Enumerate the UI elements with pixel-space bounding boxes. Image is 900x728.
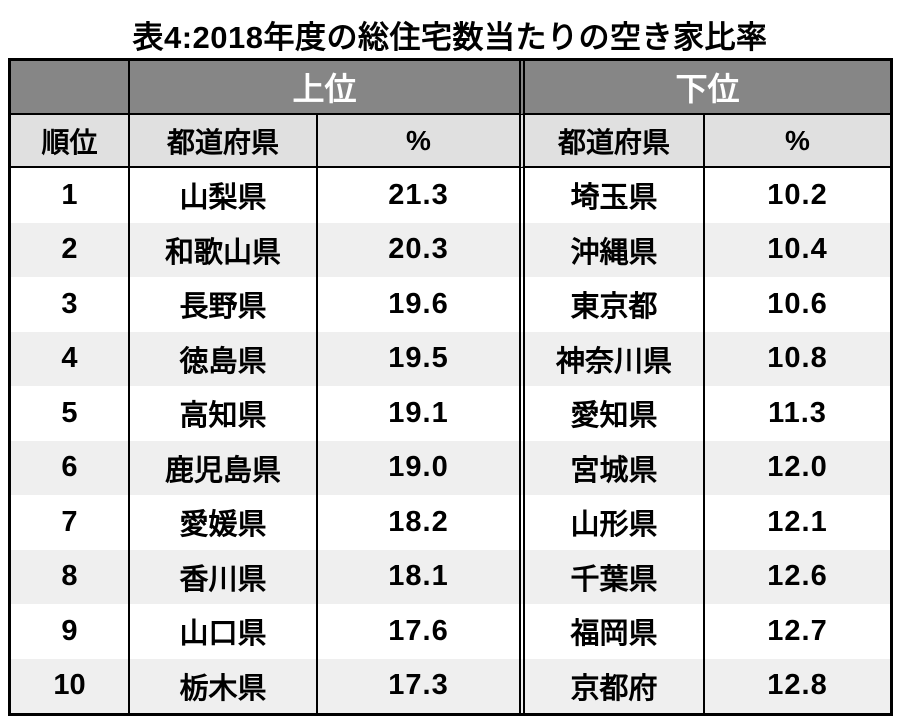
- bottom-percent-cell: 10.6: [703, 277, 890, 332]
- rank-cell: 2: [11, 222, 128, 277]
- rank-cell: 10: [11, 658, 128, 713]
- top-percent-cell: 18.1: [316, 549, 519, 604]
- col-header-prefecture-bottom: 都道府県: [519, 115, 703, 168]
- top-percent-cell: 19.5: [316, 331, 519, 386]
- top-percent-cell: 21.3: [316, 168, 519, 223]
- top-prefecture-cell: 鹿児島県: [128, 440, 316, 495]
- rank-cell: 7: [11, 495, 128, 550]
- top-prefecture-cell: 山梨県: [128, 168, 316, 223]
- bottom-percent-cell: 12.0: [703, 440, 890, 495]
- bottom-prefecture-cell: 沖縄県: [519, 222, 703, 277]
- bottom-percent-cell: 10.8: [703, 331, 890, 386]
- top-percent-cell: 17.6: [316, 604, 519, 659]
- rank-cell: 6: [11, 440, 128, 495]
- col-header-prefecture-top: 都道府県: [128, 115, 316, 168]
- bottom-prefecture-cell: 神奈川県: [519, 331, 703, 386]
- top-prefecture-cell: 徳島県: [128, 331, 316, 386]
- top-percent-cell: 18.2: [316, 495, 519, 550]
- group-header-blank: [11, 61, 128, 115]
- bottom-prefecture-cell: 福岡県: [519, 604, 703, 659]
- top-prefecture-cell: 長野県: [128, 277, 316, 332]
- bottom-percent-cell: 11.3: [703, 386, 890, 441]
- bottom-prefecture-cell: 埼玉県: [519, 168, 703, 223]
- bottom-percent-cell: 12.6: [703, 549, 890, 604]
- bottom-percent-cell: 12.8: [703, 658, 890, 713]
- col-header-percent-top: %: [316, 115, 519, 168]
- rank-cell: 1: [11, 168, 128, 223]
- top-percent-cell: 19.0: [316, 440, 519, 495]
- top-percent-cell: 20.3: [316, 222, 519, 277]
- top-prefecture-cell: 香川県: [128, 549, 316, 604]
- bottom-percent-cell: 10.4: [703, 222, 890, 277]
- group-header-bottom: 下位: [519, 61, 890, 115]
- top-percent-cell: 17.3: [316, 658, 519, 713]
- bottom-prefecture-cell: 東京都: [519, 277, 703, 332]
- rank-cell: 3: [11, 277, 128, 332]
- top-prefecture-cell: 愛媛県: [128, 495, 316, 550]
- top-percent-cell: 19.6: [316, 277, 519, 332]
- top-percent-cell: 19.1: [316, 386, 519, 441]
- rank-cell: 4: [11, 331, 128, 386]
- vacancy-rate-table: 上位 下位 順位 都道府県 % 都道府県 % 1 山梨県 21.3 埼玉県 10…: [8, 58, 893, 716]
- bottom-prefecture-cell: 千葉県: [519, 549, 703, 604]
- top-prefecture-cell: 山口県: [128, 604, 316, 659]
- bottom-percent-cell: 10.2: [703, 168, 890, 223]
- rank-cell: 8: [11, 549, 128, 604]
- top-prefecture-cell: 和歌山県: [128, 222, 316, 277]
- bottom-prefecture-cell: 宮城県: [519, 440, 703, 495]
- col-header-rank: 順位: [11, 115, 128, 168]
- top-prefecture-cell: 栃木県: [128, 658, 316, 713]
- rank-cell: 5: [11, 386, 128, 441]
- rank-cell: 9: [11, 604, 128, 659]
- col-header-percent-bottom: %: [703, 115, 890, 168]
- bottom-prefecture-cell: 愛知県: [519, 386, 703, 441]
- bottom-percent-cell: 12.1: [703, 495, 890, 550]
- page-title: 表4:2018年度の総住宅数当たりの空き家比率: [132, 20, 768, 55]
- bottom-prefecture-cell: 京都府: [519, 658, 703, 713]
- bottom-percent-cell: 12.7: [703, 604, 890, 659]
- top-prefecture-cell: 高知県: [128, 386, 316, 441]
- group-header-top: 上位: [128, 61, 519, 115]
- bottom-prefecture-cell: 山形県: [519, 495, 703, 550]
